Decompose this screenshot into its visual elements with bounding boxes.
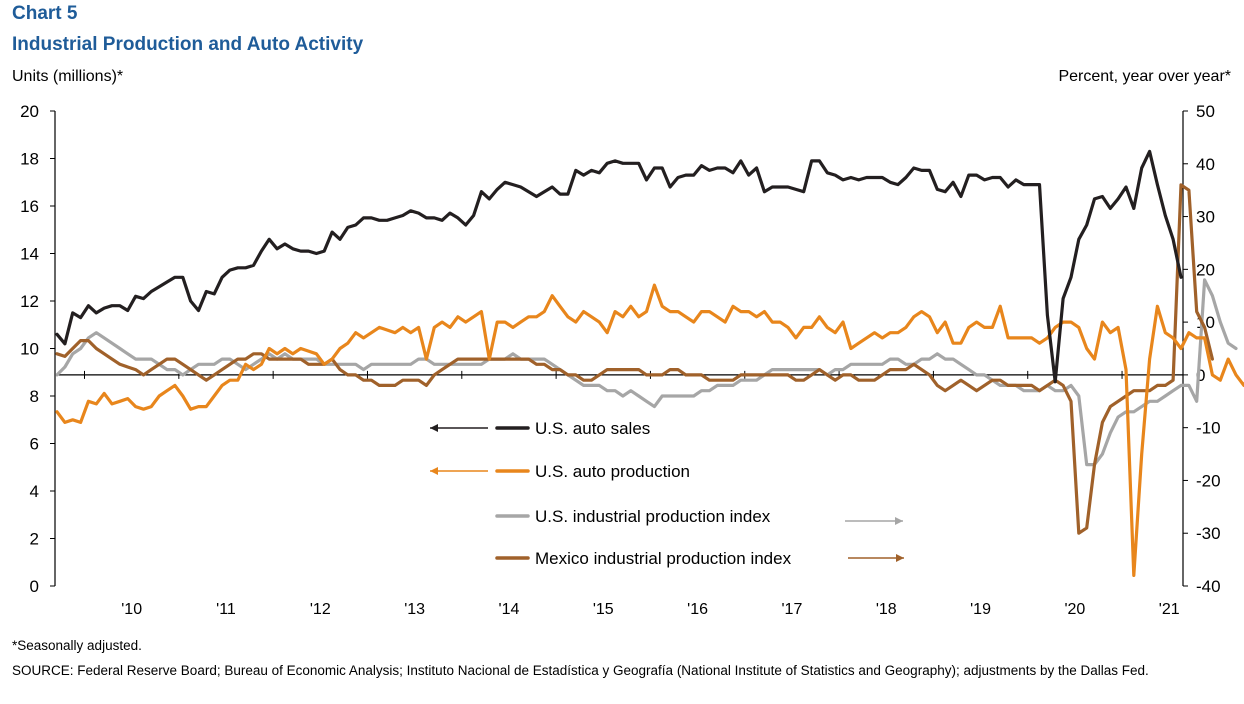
left-tick-label: 14 — [20, 245, 39, 264]
chart-title: Industrial Production and Auto Activity — [12, 34, 364, 55]
left-tick-label: 10 — [20, 340, 39, 359]
left-tick-label: 12 — [20, 292, 39, 311]
right-tick-label: -10 — [1196, 419, 1221, 438]
series-line-u-s-auto-production — [55, 283, 1244, 578]
left-tick-label: 20 — [20, 102, 39, 121]
chart-legend: U.S. auto sales U.S. auto production U.S. … — [430, 419, 904, 568]
x-tick-label: '15 — [593, 601, 614, 618]
left-axis-label: Units (millions)* — [12, 68, 124, 85]
legend-arrow-head — [896, 554, 904, 562]
right-tick-label: -30 — [1196, 524, 1221, 543]
right-tick-label: 50 — [1196, 102, 1215, 121]
left-tick-label: 18 — [20, 150, 39, 169]
source-note: SOURCE: Federal Reserve Board; Bureau of… — [12, 663, 1149, 678]
right-tick-label: -20 — [1196, 471, 1221, 490]
chart-axes: 02468101214161820-40-30-20-1001020304050… — [20, 102, 1221, 618]
x-tick-label: '12 — [310, 601, 331, 618]
x-tick-label: '17 — [781, 601, 802, 618]
series-line-u-s-auto-sales — [55, 149, 1183, 384]
legend-arrow-head — [430, 424, 438, 432]
left-tick-label: 2 — [30, 530, 39, 549]
x-tick-label: '21 — [1159, 601, 1180, 618]
legend-label: U.S. auto production — [535, 462, 690, 481]
left-tick-label: 8 — [30, 387, 39, 406]
x-tick-label: '20 — [1064, 601, 1085, 618]
left-tick-label: 16 — [20, 197, 39, 216]
x-tick-label: '10 — [121, 601, 142, 618]
x-tick-label: '18 — [876, 601, 897, 618]
left-tick-label: 6 — [30, 435, 39, 454]
right-tick-label: 0 — [1196, 366, 1205, 385]
legend-label: U.S. industrial production index — [535, 507, 771, 526]
left-tick-label: 0 — [30, 577, 39, 596]
right-tick-label: -40 — [1196, 577, 1221, 596]
x-tick-label: '11 — [216, 601, 236, 618]
legend-arrow-head — [430, 467, 438, 475]
legend-label: U.S. auto sales — [535, 419, 650, 438]
series-line-mexico-industrial-production-index — [55, 183, 1215, 535]
left-tick-label: 4 — [30, 482, 39, 501]
footnote: *Seasonally adjusted. — [12, 638, 142, 653]
x-tick-label: '19 — [970, 601, 991, 618]
right-axis-label: Percent, year over year* — [1058, 68, 1231, 85]
legend-arrow-head — [895, 517, 903, 525]
right-tick-label: 30 — [1196, 208, 1215, 227]
x-tick-label: '14 — [499, 601, 520, 618]
chart-number: Chart 5 — [12, 3, 78, 24]
x-tick-label: '13 — [404, 601, 425, 618]
legend-label: Mexico industrial production index — [535, 549, 792, 568]
right-tick-label: 20 — [1196, 260, 1215, 279]
x-tick-label: '16 — [687, 601, 708, 618]
chart-series — [55, 149, 1244, 578]
right-tick-label: 40 — [1196, 155, 1215, 174]
